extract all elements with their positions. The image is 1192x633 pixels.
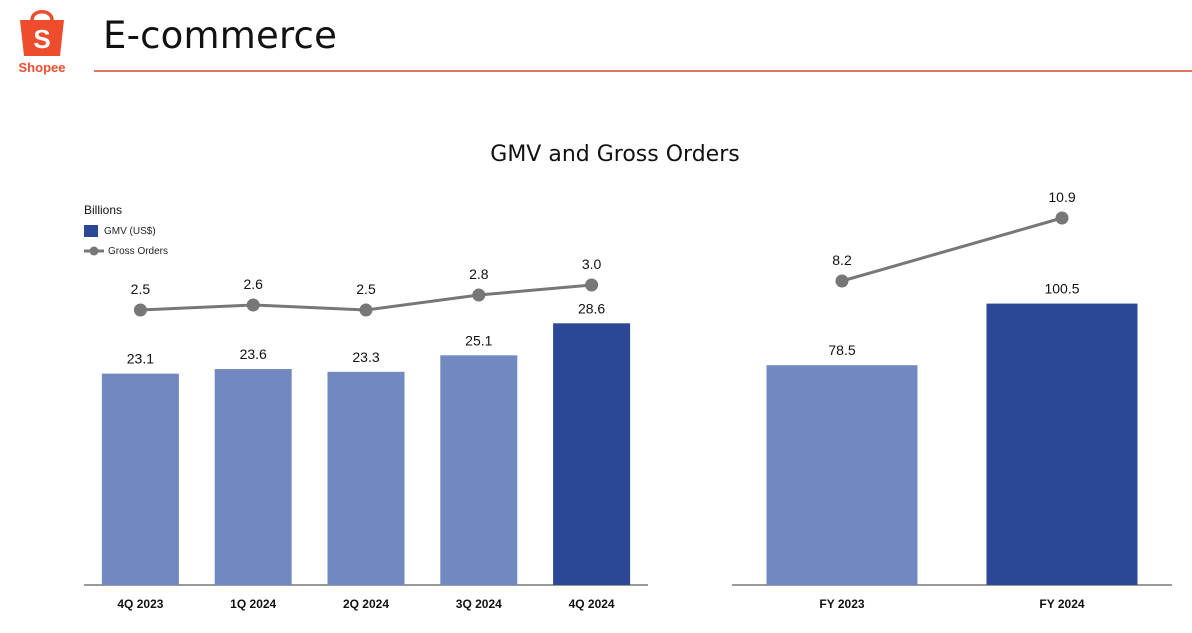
gross-orders-value-label: 2.5 <box>356 281 376 297</box>
category-label: FY 2024 <box>1039 597 1084 611</box>
gross-orders-value-label: 2.8 <box>469 266 489 282</box>
category-label: 2Q 2024 <box>343 597 389 611</box>
gross-orders-point <box>585 278 599 292</box>
legend-label-gross-orders: Gross Orders <box>108 245 169 257</box>
category-label: 1Q 2024 <box>230 597 276 611</box>
gmv-bar-4q-2024 <box>553 323 631 585</box>
page-title: E-commerce <box>103 14 338 57</box>
gmv-bar-2q-2024 <box>327 371 405 585</box>
gross-orders-point <box>133 303 147 317</box>
gross-orders-point <box>1055 211 1069 225</box>
legend-item-gross-orders: Gross Orders <box>84 245 168 257</box>
gmv-bar-fy-2024 <box>986 303 1138 585</box>
category-label: 4Q 2023 <box>117 597 163 611</box>
gross-orders-value-label: 3.0 <box>582 256 602 272</box>
gmv-value-label: 78.5 <box>828 342 855 358</box>
gmv-bar-4q-2023 <box>101 373 179 585</box>
gmv-value-label: 28.6 <box>578 300 605 316</box>
gmv-bar-3q-2024 <box>440 355 518 585</box>
gross-orders-point <box>246 298 260 312</box>
gmv-value-label: 25.1 <box>465 332 492 348</box>
legend-swatch-gmv <box>84 225 98 237</box>
gross-orders-line-1 <box>841 216 1063 283</box>
gross-orders-point <box>359 303 373 317</box>
gross-orders-value-label: 2.6 <box>243 276 263 292</box>
gmv-value-label: 100.5 <box>1044 281 1079 297</box>
title-divider <box>94 70 1192 72</box>
gross-orders-value-label: 2.5 <box>131 281 151 297</box>
gmv-bar-fy-2023 <box>766 365 918 585</box>
gross-orders-point <box>835 274 849 288</box>
gmv-value-label: 23.3 <box>352 349 379 365</box>
shopping-bag-icon: S <box>20 10 64 56</box>
legend-label-gmv: GMV (US$) <box>104 225 156 237</box>
legend-line-icon <box>84 246 104 256</box>
category-label: FY 2023 <box>819 597 864 611</box>
legend-item-gmv: GMV (US$) <box>84 225 156 237</box>
gross-orders-value-label: 8.2 <box>832 252 852 268</box>
gross-orders-value-label: 10.9 <box>1048 189 1075 205</box>
units-label: Billions <box>84 203 123 217</box>
gross-orders-point <box>472 288 486 302</box>
gmv-bar-1q-2024 <box>214 369 292 585</box>
category-label: 3Q 2024 <box>456 597 502 611</box>
logo-text: Shopee <box>18 60 66 75</box>
shopee-logo: S Shopee <box>14 6 70 76</box>
gmv-value-label: 23.6 <box>240 346 267 362</box>
gmv-value-label: 23.1 <box>127 351 154 367</box>
logo-glyph: S <box>33 24 50 54</box>
chart-title: GMV and Gross Orders <box>490 142 740 167</box>
category-label: 4Q 2024 <box>569 597 615 611</box>
